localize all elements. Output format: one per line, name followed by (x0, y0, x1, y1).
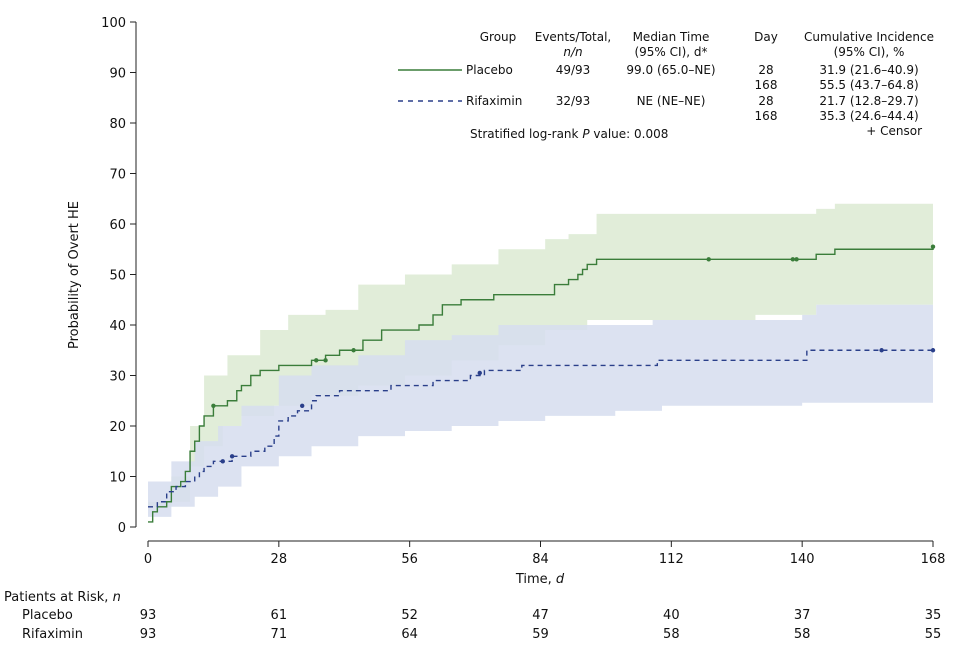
y-tick-label: 20 (109, 420, 126, 435)
legend-header-cumulative-ci: (95% CI), % (834, 45, 905, 59)
y-tick-label: 0 (118, 521, 126, 536)
legend-events-rifaximin: 32/93 (556, 94, 591, 108)
series-line-placebo (148, 246, 934, 523)
censor-marker-rifaximin (299, 403, 305, 408)
censor-markers (211, 244, 936, 464)
risk-value-rifaximin: 59 (532, 627, 549, 642)
censor-marker-placebo (706, 257, 711, 262)
y-tick-label: 10 (109, 471, 126, 486)
y-axis-title: Probability of Overt HE (67, 201, 82, 349)
censor-marker-rifaximin (229, 454, 235, 459)
censor-marker-placebo (314, 358, 319, 363)
legend: Group Events/Total, n/n Median Time (95%… (398, 30, 934, 141)
x-tick-label: 84 (532, 552, 549, 567)
y-tick-label: 60 (109, 218, 126, 233)
risk-row-label-rifaximin: Rifaximin (22, 627, 83, 642)
risk-value-placebo: 37 (794, 608, 811, 623)
risk-value-placebo: 52 (401, 608, 418, 623)
legend-header-group: Group (480, 30, 517, 44)
legend-censor-note: + Censor (866, 124, 922, 138)
legend-logrank: Stratified log-rank P value: 0.008 (470, 127, 668, 141)
censor-marker-placebo (211, 403, 216, 408)
legend-header-events-unit: n/n (563, 45, 582, 59)
legend-day-rifaximin-a: 28 (758, 94, 773, 108)
censor-marker-rifaximin (220, 459, 225, 464)
censor-marker-rifaximin (879, 348, 884, 353)
censor-marker-placebo (351, 348, 356, 353)
legend-day-rifaximin-b: 168 (755, 109, 778, 123)
y-tick-label: 100 (101, 16, 126, 31)
legend-median-rifaximin: NE (NE–NE) (637, 94, 706, 108)
risk-values: 93 61 52 47 40 37 35 93 71 64 59 58 58 55 (140, 608, 942, 642)
legend-ci-placebo-a: 31.9 (21.6–40.9) (819, 63, 918, 77)
risk-value-placebo: 40 (663, 608, 680, 623)
censor-marker-rifaximin (930, 348, 936, 353)
legend-day-placebo-a: 28 (758, 63, 773, 77)
legend-ci-rifaximin-b: 35.3 (24.6–44.4) (819, 109, 918, 123)
confidence-bands (148, 203, 933, 528)
risk-row-label-placebo: Placebo (22, 608, 73, 623)
legend-median-placebo: 99.0 (65.0–NE) (626, 63, 715, 77)
ci-band-rifaximin (148, 302, 933, 527)
risk-value-placebo: 47 (532, 608, 549, 623)
y-tick-label: 80 (109, 117, 126, 132)
x-tick-label: 112 (659, 552, 684, 567)
risk-value-rifaximin: 58 (794, 627, 811, 642)
censor-marker-placebo (930, 244, 936, 249)
legend-events-placebo: 49/93 (556, 63, 591, 77)
risk-table-title: Patients at Risk, n (4, 590, 121, 605)
x-tick-label: 168 (921, 552, 946, 567)
x-tick-label: 56 (401, 552, 418, 567)
legend-header-cumulative: Cumulative Incidence (804, 30, 934, 44)
risk-value-rifaximin: 64 (401, 627, 418, 642)
censor-marker-rifaximin (477, 370, 482, 376)
censor-marker-placebo (790, 257, 796, 262)
risk-value-placebo: 93 (140, 608, 157, 623)
risk-table: Patients at Risk, n Placebo Rifaximin 93… (4, 590, 941, 642)
incidence-curves (148, 246, 934, 523)
risk-value-rifaximin: 58 (663, 627, 680, 642)
censor-marker-placebo (323, 358, 328, 363)
y-tick-label: 40 (109, 319, 126, 334)
y-tick-label: 90 (109, 67, 126, 82)
legend-header-median: Median Time (633, 30, 710, 44)
y-tick-label: 30 (109, 370, 126, 385)
risk-value-rifaximin: 55 (925, 627, 942, 642)
legend-group-placebo: Placebo (466, 63, 513, 77)
y-tick-label: 50 (109, 269, 126, 284)
legend-header-events: Events/Total, (535, 30, 612, 44)
censor-marker-placebo (794, 257, 799, 262)
risk-value-rifaximin: 71 (271, 627, 288, 642)
legend-header-day: Day (754, 30, 778, 44)
axes: 0 10 20 30 40 50 60 70 80 90 100 0 28 56 84 112 140 168 (101, 16, 945, 567)
x-axis-title: Time, d (515, 572, 565, 587)
risk-value-placebo: 35 (925, 608, 942, 623)
legend-day-placebo-b: 168 (755, 78, 778, 92)
ci-band-placebo (148, 203, 933, 528)
legend-ci-placebo-b: 55.5 (43.7–64.8) (819, 78, 918, 92)
y-tick-label: 70 (109, 168, 126, 183)
legend-group-rifaximin: Rifaximin (466, 94, 522, 108)
x-tick-label: 0 (144, 552, 152, 567)
x-tick-label: 140 (790, 552, 815, 567)
risk-value-rifaximin: 93 (140, 627, 157, 642)
x-tick-label: 28 (271, 552, 288, 567)
legend-header-median-ci: (95% CI), d* (634, 45, 707, 59)
series-line-rifaximin (148, 349, 933, 508)
risk-value-placebo: 61 (271, 608, 288, 623)
legend-ci-rifaximin-a: 21.7 (12.8–29.7) (819, 94, 918, 108)
